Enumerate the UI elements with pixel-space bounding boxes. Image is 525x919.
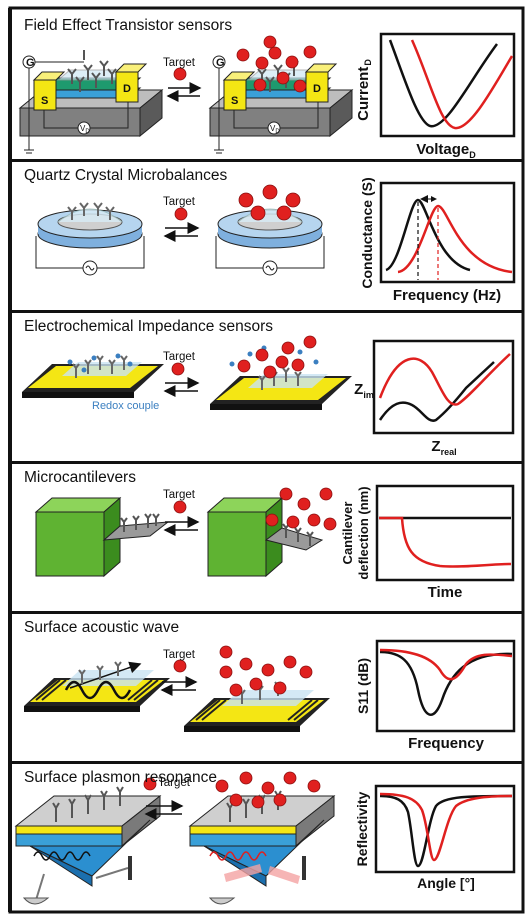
panel-eis: [22, 335, 515, 435]
target-molecule-icon: [173, 500, 187, 514]
curve-after: [397, 204, 513, 274]
source-label: S: [41, 95, 48, 107]
eis-xlabel: Zreal: [431, 438, 456, 457]
fet-device-after: [208, 35, 354, 154]
curve-after: [379, 516, 512, 568]
panel-title-microcantilevers: Microcantilevers: [24, 469, 136, 486]
saw-ylabel: S11 (dB): [355, 658, 371, 714]
curve-before: [385, 198, 471, 272]
fet-plot: [379, 32, 516, 138]
redox-couple-label: Redox couple: [92, 400, 160, 412]
panel-qcm: [35, 181, 516, 284]
source-label-after: S: [231, 95, 238, 107]
spr-plot: [374, 784, 516, 874]
qcm-xlabel: Frequency (Hz): [393, 287, 501, 304]
qcm-device-after: [215, 184, 325, 276]
cantilever-device-before: [34, 496, 170, 578]
saw-xlabel: Frequency: [408, 735, 485, 752]
target-molecule-icon: [143, 777, 157, 791]
panel-fet: [18, 32, 516, 154]
spr-device-after: [188, 771, 336, 905]
target-molecule-icon: [173, 659, 187, 673]
spr-ylabel: Reflectivity: [354, 791, 370, 866]
gate-label-after: G: [216, 57, 225, 69]
cantilever-xlabel: Time: [428, 584, 463, 601]
fet-xlabel: VoltageD: [416, 141, 476, 160]
curve-before: [379, 794, 513, 868]
saw-chip-after: [184, 645, 330, 732]
eis-chip-after: [210, 335, 352, 410]
target-label: Target: [163, 489, 195, 501]
target-label: Target: [163, 196, 195, 208]
qcm-plot: [379, 181, 516, 284]
gate-label: G: [26, 57, 35, 69]
cantilever-plot: [375, 484, 515, 582]
panel-saw: [24, 639, 516, 733]
panel-title-fet: Field Effect Transistor sensors: [24, 17, 233, 34]
panel-title-qcm: Quartz Crystal Microbalances: [24, 167, 228, 184]
target-label: Target: [158, 777, 190, 789]
spr-device-before: [14, 786, 162, 905]
cantilever-ylabel-line1: Cantilever: [340, 502, 355, 565]
curve-after: [379, 792, 513, 862]
saw-chip-before: [24, 661, 170, 712]
spr-xlabel: Angle [°]: [417, 875, 475, 891]
fet-ylabel: CurrentD: [355, 59, 373, 121]
eis-ylabel: Zim: [354, 381, 374, 400]
drain-label: D: [123, 83, 131, 95]
curve-after: [379, 648, 513, 681]
curve-after: [378, 353, 511, 406]
eis-plot: [372, 339, 515, 435]
panel-title-saw: Surface acoustic wave: [24, 619, 180, 636]
target-molecule-icon: [171, 362, 185, 376]
panel-microcantilevers: [34, 484, 515, 582]
curve-after: [410, 39, 514, 130]
drain-label-after: D: [313, 83, 321, 95]
target-label: Target: [163, 57, 195, 69]
target-label: Target: [163, 649, 195, 661]
target-molecule-icon: [173, 67, 187, 81]
saw-plot: [375, 639, 516, 733]
cantilever-device-after: [206, 487, 337, 578]
panel-title-eis: Electrochemical Impedance sensors: [24, 318, 273, 335]
eis-chip-before: [22, 353, 164, 398]
voltage-source-label: VD: [80, 124, 90, 135]
cantilever-ylabel-line2: deflection (nm): [356, 486, 371, 579]
voltage-source-label-after: VD: [270, 124, 280, 135]
target-molecule-icon: [174, 207, 188, 221]
qcm-ylabel: Conductance (S): [359, 177, 375, 288]
curve-before: [378, 361, 495, 422]
curve-before: [388, 39, 499, 128]
panel-spr: [14, 771, 516, 905]
qcm-device-before: [35, 202, 145, 276]
panel-separators: [10, 159, 523, 764]
panel-title-spr: Surface plasmon resonance: [24, 769, 218, 786]
fet-device-before: [18, 50, 164, 154]
target-label: Target: [163, 351, 195, 363]
